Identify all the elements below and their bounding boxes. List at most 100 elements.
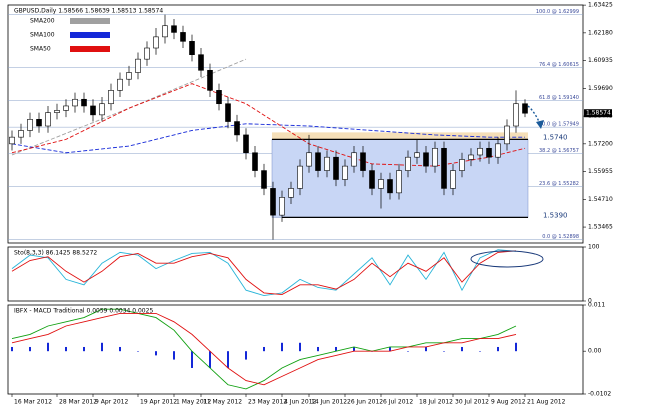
x-tick-label: 1 May 2012: [176, 399, 211, 406]
content: 1.634251.621801.609351.596901.584451.572…: [8, 2, 613, 406]
legend-swatch: [70, 32, 110, 38]
macd-bar: [443, 351, 445, 352]
last-price-box: [584, 109, 612, 118]
candle-body: [99, 103, 105, 116]
candle-body: [153, 36, 159, 49]
macd-bar: [173, 351, 175, 360]
macd-bar: [155, 351, 157, 356]
macd-bar: [137, 351, 139, 352]
macd-bar: [515, 342, 517, 352]
y-tick-label: 100: [588, 244, 600, 251]
x-tick-label: 21 Aug 2012: [527, 399, 566, 406]
y-tick-label: 1.60935: [588, 57, 613, 64]
macd-bar: [497, 346, 499, 352]
macd-bar: [227, 351, 229, 368]
candle-body: [108, 90, 114, 105]
macd-bar: [317, 346, 319, 352]
macd-bar: [335, 346, 337, 352]
highlight: [470, 250, 544, 268]
stoch-panel: [7, 246, 584, 302]
candle-body: [396, 170, 402, 194]
candle-body: [306, 152, 312, 167]
candle-body: [81, 98, 87, 107]
arrow-head: [536, 120, 544, 129]
candle-body: [63, 105, 69, 111]
candle-body: [297, 165, 303, 189]
candle-body: [333, 156, 339, 180]
y-tick-label: 1.55955: [588, 168, 613, 175]
candle-body: [90, 105, 96, 116]
candle-body: [315, 152, 321, 171]
candle-body: [270, 188, 276, 216]
candle-body: [423, 152, 429, 167]
candle-body: [18, 130, 24, 138]
candle-body: [522, 103, 528, 114]
x-tick-label: 26 Jun 2012: [347, 399, 383, 406]
candle-body: [441, 147, 447, 189]
sma-line: [11, 58, 247, 156]
x-tick-label: 14 Jun 2012: [311, 399, 347, 406]
candle-body: [198, 54, 204, 71]
candle-body: [45, 112, 51, 127]
legend-label: SMA200: [30, 18, 55, 25]
x-tick-label: 9 Apr 2012: [95, 399, 128, 406]
candle-body: [72, 98, 78, 107]
fib-label: 76.4 @ 1.60615: [539, 62, 579, 68]
fib-label: 38.2 @ 1.56757: [539, 148, 579, 154]
candle-body: [180, 32, 186, 42]
candle-body: [243, 134, 249, 154]
macd-panel: [7, 304, 584, 395]
candle-body: [342, 165, 348, 180]
legend-swatch: [70, 18, 110, 24]
x-tick-label: 11 May 2012: [203, 399, 242, 406]
candle-body: [234, 121, 240, 136]
macd-bar: [29, 346, 31, 352]
annotation-label: 1.5390: [543, 211, 568, 219]
main-panel: [7, 4, 584, 244]
legend: SMA200 SMA100 SMA50: [30, 18, 110, 53]
annotation-label: 1.5740: [543, 133, 568, 141]
fib-label: 61.8 @ 1.59140: [539, 95, 579, 101]
candle-body: [351, 152, 357, 167]
stoch-line: [11, 250, 517, 295]
macd-line: [11, 308, 517, 390]
x-tick-label: 4 Jun 2012: [284, 399, 316, 406]
x-tick-label: 23 May 2012: [248, 399, 287, 406]
y-tick-label: 1.54710: [588, 196, 613, 203]
macd-bar: [389, 346, 391, 352]
candle-body: [468, 154, 474, 160]
last-price-label: 1.58574: [586, 110, 611, 117]
candle-body: [261, 170, 267, 189]
stoch-title: Sto(8,3,3) 86.1425 88.5272: [14, 250, 97, 257]
candle-body: [495, 143, 501, 158]
candle-body: [324, 156, 330, 171]
y-tick-label: 1.57200: [588, 140, 613, 147]
candle-body: [216, 90, 222, 105]
macd-bar: [479, 351, 481, 352]
macd-bar: [11, 346, 13, 352]
candle-body: [9, 136, 15, 145]
macd-bar: [245, 351, 247, 360]
macd-bar: [299, 342, 301, 352]
candle-body: [54, 110, 60, 113]
macd-bar: [425, 346, 427, 352]
y-tick-label: 1.53465: [588, 224, 613, 231]
macd-bar: [119, 346, 121, 352]
candle-body: [486, 147, 492, 158]
candle-body: [135, 58, 141, 73]
candle-body: [414, 152, 420, 158]
macd-title: IBFX - MACD Traditional 0.0059 0.0034 0.…: [14, 308, 153, 315]
candle-body: [378, 179, 384, 189]
candle-body: [279, 197, 285, 216]
candle-body: [477, 147, 483, 156]
candle-body: [513, 103, 519, 127]
candle-body: [189, 41, 195, 55]
fib-label: 0.0 @ 1.52898: [542, 234, 579, 240]
arrow: [527, 105, 541, 125]
macd-bar: [191, 351, 193, 368]
legend-swatch: [70, 46, 110, 52]
macd-bar: [281, 342, 283, 352]
candle-body: [117, 78, 123, 91]
candle-body: [387, 179, 393, 194]
